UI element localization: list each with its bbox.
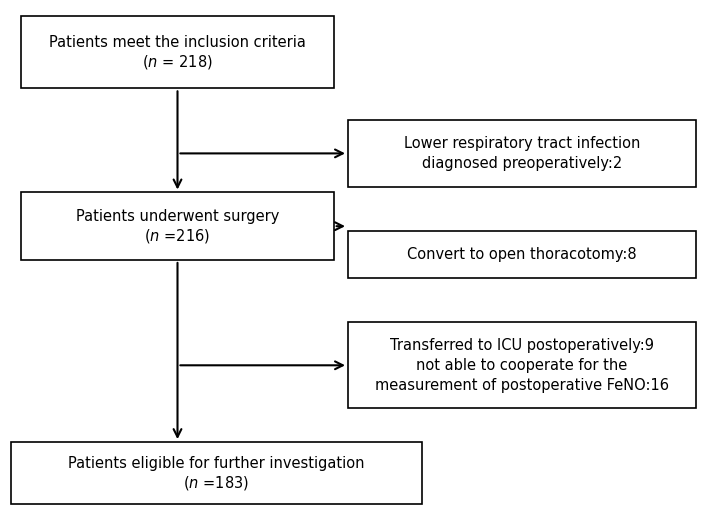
Text: not able to cooperate for the: not able to cooperate for the [416,358,628,373]
FancyBboxPatch shape [348,322,696,408]
FancyBboxPatch shape [21,16,334,88]
FancyBboxPatch shape [348,120,696,187]
FancyBboxPatch shape [11,442,422,504]
Text: ($n$ = 218): ($n$ = 218) [142,53,213,71]
Text: ($n$ =183): ($n$ =183) [183,474,250,492]
Text: Convert to open thoracotomy:8: Convert to open thoracotomy:8 [407,248,637,262]
Text: Patients underwent surgery: Patients underwent surgery [76,209,279,224]
Text: measurement of postoperative FeNO:16: measurement of postoperative FeNO:16 [375,378,669,393]
FancyBboxPatch shape [348,231,696,278]
Text: Transferred to ICU postoperatively:9: Transferred to ICU postoperatively:9 [390,338,654,353]
FancyBboxPatch shape [21,192,334,260]
Text: diagnosed preoperatively:2: diagnosed preoperatively:2 [422,156,622,171]
Text: Patients eligible for further investigation: Patients eligible for further investigat… [68,456,365,471]
Text: ($n$ =216): ($n$ =216) [144,227,211,245]
Text: Patients meet the inclusion criteria: Patients meet the inclusion criteria [49,35,306,49]
Text: Lower respiratory tract infection: Lower respiratory tract infection [404,136,640,151]
